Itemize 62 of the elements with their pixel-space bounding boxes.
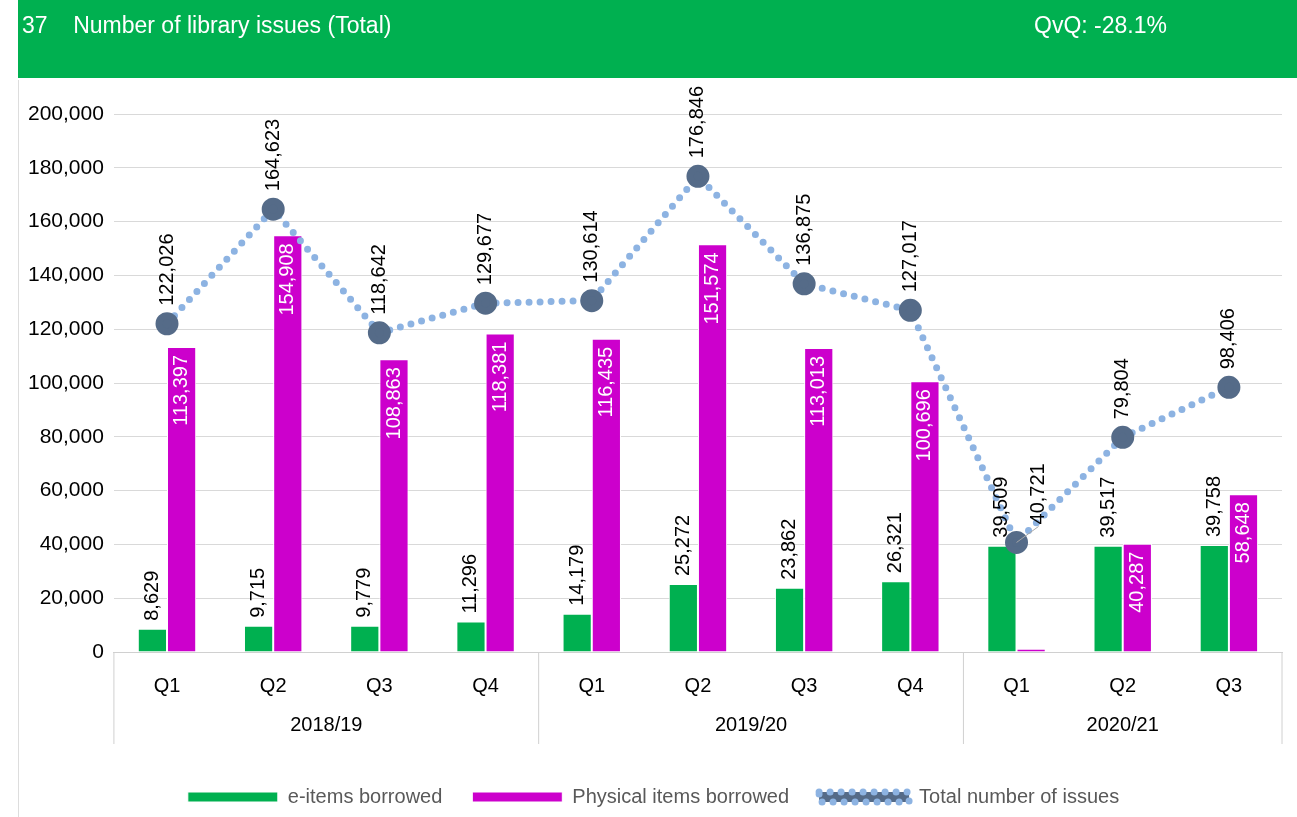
data-label: 108,863 [381, 367, 404, 440]
data-label: 25,272 [670, 514, 693, 577]
y-tick-label: 140,000 [27, 262, 104, 286]
chart-title: 37 Number of library issues (Total) [22, 12, 392, 39]
data-label: 9,779 [352, 567, 375, 618]
x-tick-label: Q4 [896, 673, 924, 696]
x-tick-label: Q1 [153, 673, 181, 696]
x-tick-label: Q2 [259, 673, 287, 696]
data-label: 98,406 [1216, 308, 1239, 370]
x-tick-label: Q3 [790, 673, 818, 696]
data-label: 58,648 [1231, 502, 1254, 564]
x-tick-label: Q1 [1003, 673, 1030, 696]
data-label: 130,614 [579, 210, 602, 283]
data-label: 11,296 [458, 553, 481, 614]
chart-subtitle: QvQ: -28.1% [1034, 12, 1167, 39]
data-label: 39,509 [989, 476, 1012, 538]
data-label: 118,381 [487, 341, 510, 413]
data-label: 23,862 [777, 518, 800, 580]
data-label: 26,321 [883, 512, 906, 574]
y-tick-label: 200,000 [27, 100, 104, 124]
data-label: 151,574 [700, 252, 723, 325]
y-tick-label: 0 [92, 638, 104, 662]
x-tick-label: Q1 [578, 673, 606, 696]
y-tick-label: 100,000 [27, 369, 104, 393]
y-tick-label: 180,000 [27, 154, 104, 178]
data-label: 129,677 [473, 212, 496, 286]
data-label: 39,517 [1095, 476, 1118, 538]
data-label: 122,026 [154, 233, 177, 306]
y-tick-label: 80,000 [39, 423, 104, 447]
data-label: 118,642 [366, 244, 389, 315]
data-label: 113,397 [169, 354, 192, 426]
legend-label: e-items borrowed [287, 784, 443, 807]
y-tick-label: 40,000 [39, 531, 104, 555]
data-label: 176,846 [685, 85, 708, 159]
x-tick-label: Q2 [1109, 673, 1137, 696]
data-label: 40,721 [1026, 463, 1049, 525]
data-label: 39,758 [1201, 475, 1224, 538]
data-label: 14,179 [564, 544, 587, 606]
y-tick-label: 160,000 [27, 208, 104, 232]
data-label: 79,804 [1110, 358, 1133, 420]
text: 2020/21 [1086, 712, 1159, 735]
data-label: 154,908 [275, 243, 298, 316]
data-label: 8,629 [139, 570, 162, 621]
y-tick-label: 60,000 [39, 477, 104, 501]
data-label: 113,013 [806, 356, 829, 427]
data-label: 127,017 [897, 220, 920, 293]
x-tick-label: Q2 [684, 673, 712, 696]
text: 2018/19 [290, 712, 363, 735]
text: 2019/20 [714, 712, 788, 735]
data-label: 136,875 [791, 193, 814, 266]
legend-label: Physical items borrowed [572, 784, 790, 807]
data-label: 116,435 [593, 346, 616, 418]
data-label: 164,623 [260, 118, 283, 192]
legend-label: Total number of issues [919, 784, 1120, 807]
x-tick-label: Q4 [472, 673, 499, 696]
x-tick-label: Q3 [366, 673, 393, 696]
data-label: 40,287 [1124, 551, 1147, 613]
data-label: 100,696 [912, 389, 935, 462]
y-tick-label: 120,000 [27, 316, 104, 339]
data-label: 9,715 [246, 567, 269, 618]
y-tick-label: 20,000 [39, 585, 104, 608]
x-tick-label: Q3 [1215, 673, 1243, 696]
